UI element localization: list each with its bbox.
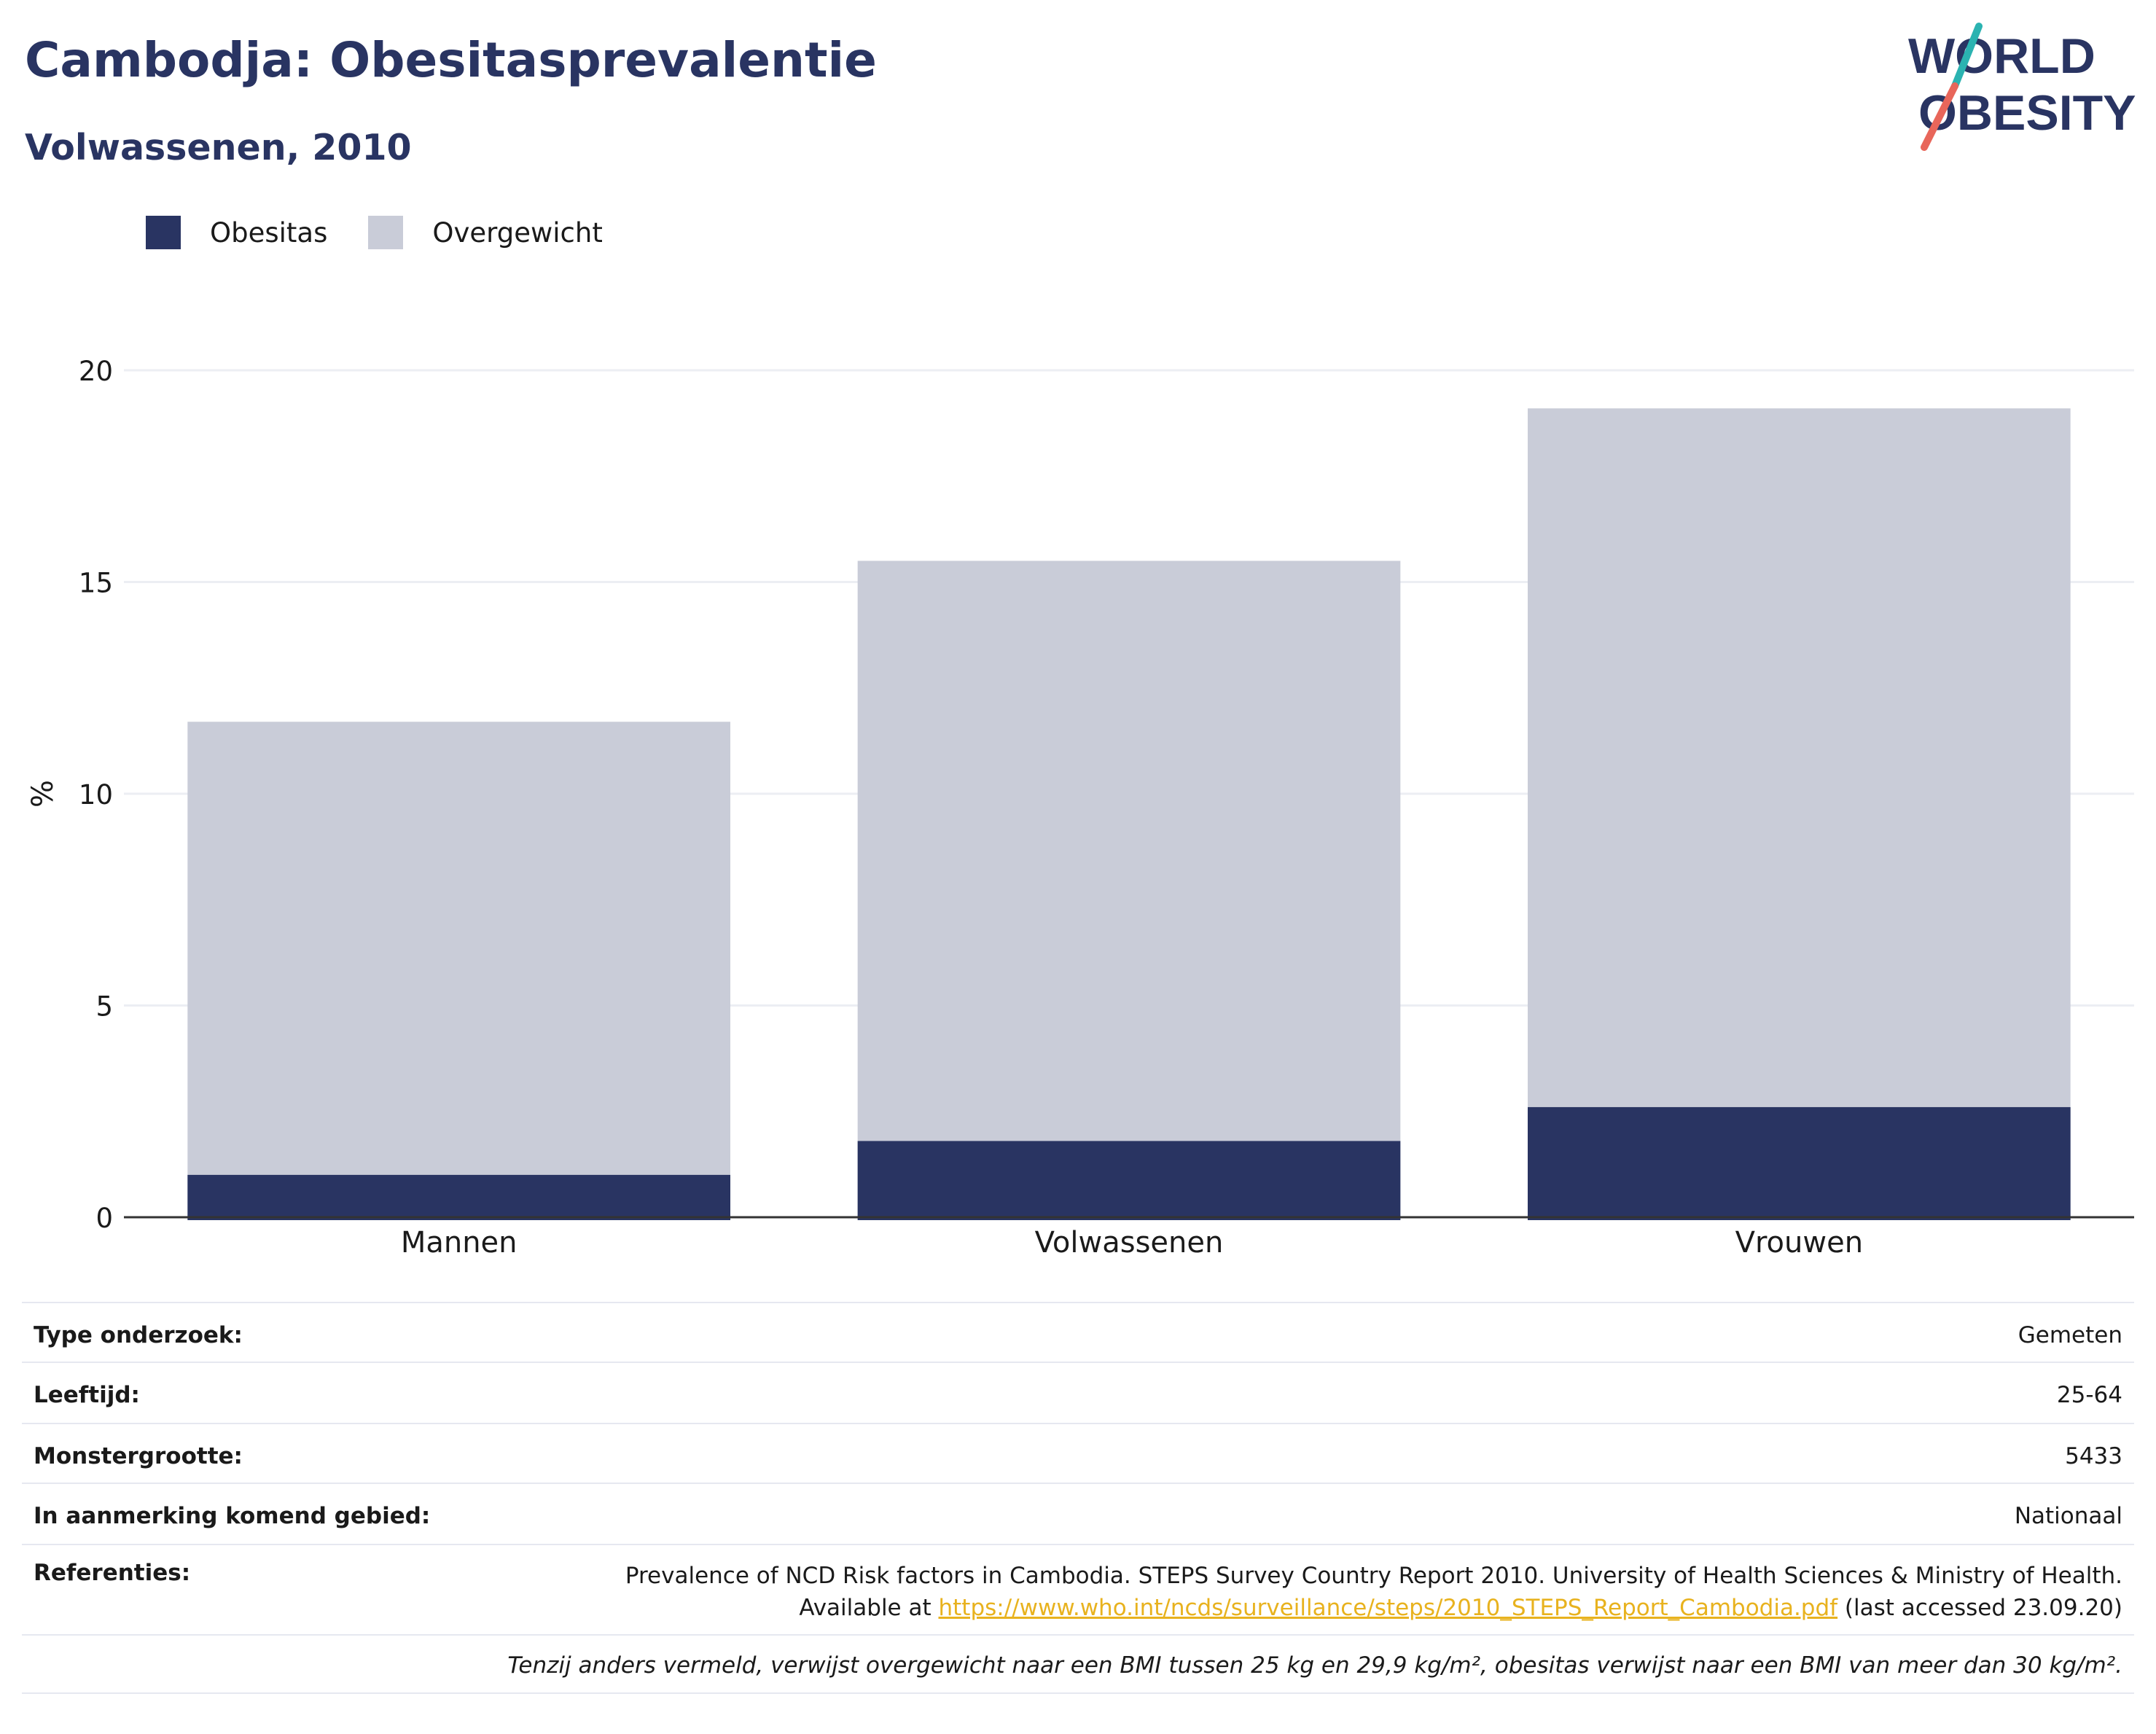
bar-chart: 0 5 10 15 20% Mannen Volwassenen Vrouwen (26, 356, 2134, 1260)
info-value: Gemeten (2018, 1322, 2122, 1348)
bar-obesitas-volwassenen (857, 1141, 1401, 1220)
info-label: Monstergrootte: (34, 1443, 243, 1469)
y-tick-label: 15 (79, 568, 113, 599)
legend-label-obesitas: Obesitas (210, 216, 328, 249)
x-tick-label: Vrouwen (1735, 1226, 1863, 1260)
page-subtitle: Volwassenen, 2010 (25, 127, 412, 168)
info-label: Leeftijd: (34, 1382, 140, 1408)
bar-overgewicht-vrouwen (1528, 408, 2071, 1220)
info-label: Type onderzoek: (34, 1322, 243, 1348)
info-label: Referenties: (34, 1560, 191, 1586)
info-table: Type onderzoek: Gemeten Leeftijd: 25-64 … (22, 1302, 2134, 1694)
references-prefix: Available at (799, 1595, 939, 1621)
info-value: 5433 (2065, 1443, 2122, 1469)
x-tick-label: Volwassenen (1035, 1226, 1224, 1260)
info-row-age: Leeftijd: 25-64 (22, 1362, 2134, 1423)
logo-text-world: WORLD (1908, 28, 2096, 84)
legend-label-overgewicht: Overgewicht (432, 216, 603, 249)
references-link[interactable]: https://www.who.int/ncds/surveillance/st… (938, 1595, 1838, 1621)
legend-item-obesitas: Obesitas (146, 216, 327, 249)
legend-swatch-overgewicht (368, 216, 404, 249)
y-axis-label: % (26, 780, 60, 808)
bar-obesitas-mannen (187, 1174, 730, 1220)
legend-item-overgewicht: Overgewicht (368, 216, 603, 249)
references-line2: Available at https://www.who.int/ncds/su… (625, 1592, 2122, 1624)
info-row-references: Referenties: Prevalence of NCD Risk fact… (22, 1544, 2134, 1634)
info-row-type: Type onderzoek: Gemeten (22, 1302, 2134, 1362)
definition-note: Tenzij anders vermeld, verwijst overgewi… (22, 1634, 2134, 1694)
bar-overgewicht-mannen (187, 722, 730, 1220)
world-obesity-logo: WORLD OBESITY (1908, 23, 2136, 151)
info-row-sample: Monstergrootte: 5433 (22, 1423, 2134, 1483)
bar-overgewicht-volwassenen (857, 561, 1401, 1220)
info-value: Nationaal (2014, 1503, 2122, 1529)
logo-slash-top (1951, 23, 1983, 90)
info-label: In aanmerking komend gebied: (34, 1503, 431, 1529)
y-tick-label: 5 (95, 991, 113, 1023)
bar-obesitas-vrouwen (1528, 1106, 2071, 1220)
y-tick-label: 10 (79, 779, 113, 811)
x-tick-label: Mannen (401, 1226, 517, 1260)
references-line1: Prevalence of NCD Risk factors in Cambod… (625, 1563, 2122, 1589)
page-title: Cambodja: Obesitasprevalentie (25, 32, 877, 88)
logo-slash-bottom (1921, 82, 1958, 151)
chart-legend: Obesitas Overgewicht (146, 216, 644, 249)
info-row-area: In aanmerking komend gebied: Nationaal (22, 1483, 2134, 1544)
references-suffix: (last accessed 23.09.20) (1837, 1595, 2122, 1621)
references-value: Prevalence of NCD Risk factors in Cambod… (625, 1560, 2122, 1624)
legend-swatch-obesitas (146, 216, 181, 249)
y-tick-label: 0 (95, 1203, 113, 1234)
y-tick-label: 20 (79, 356, 113, 387)
info-value: 25-64 (2056, 1382, 2122, 1408)
